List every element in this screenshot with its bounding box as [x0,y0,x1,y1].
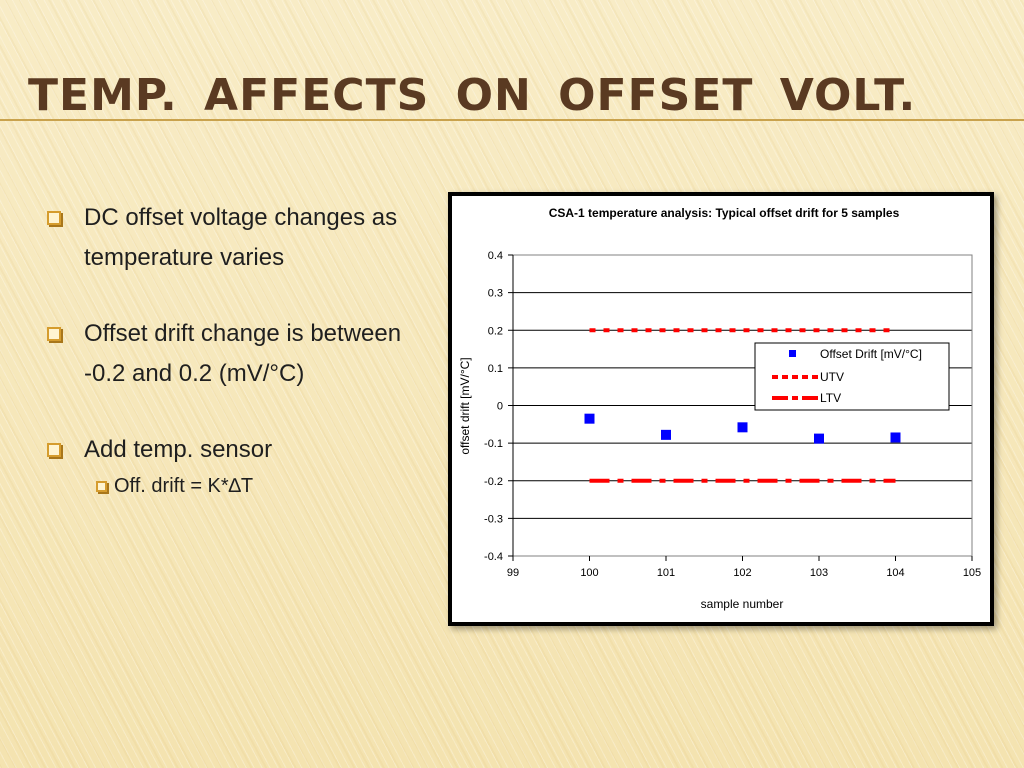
y-tick-label: -0.1 [484,438,503,450]
x-tick-label: 100 [580,567,598,579]
square-bullet-icon [47,443,61,457]
data-point-offset-drift [661,429,671,440]
sub-bullet-list: Off. drift = K*∆T [84,470,424,502]
y-axis-label: offset drift [mV/°C] [458,357,472,454]
data-point-offset-drift [814,433,824,444]
sub-bullet-text: Off. drift = K*∆T [114,475,254,497]
data-point-offset-drift [584,413,595,424]
chart-title: CSA-1 temperature analysis: Typical offs… [549,206,900,220]
y-tick-label: 0.2 [488,325,503,337]
legend-label-utv: UTV [820,370,844,384]
x-tick-label: 99 [507,567,519,579]
y-tick-label: -0.3 [484,513,503,525]
bullet-item: Offset drift change is between -0.2 and … [44,314,424,394]
offset-drift-chart: CSA-1 temperature analysis: Typical offs… [458,206,981,611]
x-tick-label: 101 [657,567,675,579]
x-axis-label: sample number [701,597,784,611]
bullet-item: Add temp. sensor Off. drift = K*∆T [44,430,424,502]
bullet-text: DC offset voltage changes as temperature… [84,204,398,271]
square-bullet-icon [96,481,107,492]
bullet-item: DC offset voltage changes as temperature… [44,198,424,278]
y-tick-label: 0 [497,401,503,413]
legend-label-ltv: LTV [820,391,841,405]
legend-label-offset-drift: Offset Drift [mV/°C] [820,347,922,361]
x-tick-label: 102 [733,567,751,579]
y-tick-label: 0.4 [488,250,503,262]
title-divider [0,119,1024,121]
bullet-text: Add temp. sensor [84,436,273,463]
y-tick-label: 0.3 [488,288,503,300]
x-tick-label: 104 [886,567,904,579]
sub-bullet-item: Off. drift = K*∆T [84,470,424,502]
data-point-offset-drift [890,432,901,443]
x-tick-label: 105 [963,567,981,579]
legend-marker-offset-drift [789,350,796,357]
y-tick-label: -0.2 [484,476,503,488]
data-point-offset-drift [737,422,748,433]
legend: Offset Drift [mV/°C] UTV LTV [754,342,950,411]
square-bullet-icon [47,211,61,225]
bullet-text: Offset drift change is between -0.2 and … [84,320,422,387]
y-tick-label: -0.4 [484,551,503,563]
bullet-list: DC offset voltage changes as temperature… [44,198,424,502]
x-tick-label: 103 [810,567,828,579]
slide-title: Temp. affects on offset Volt. [28,70,917,121]
y-tick-label: 0.1 [488,363,503,375]
chart-frame: CSA-1 temperature analysis: Typical offs… [448,192,994,626]
square-bullet-icon [47,327,61,341]
